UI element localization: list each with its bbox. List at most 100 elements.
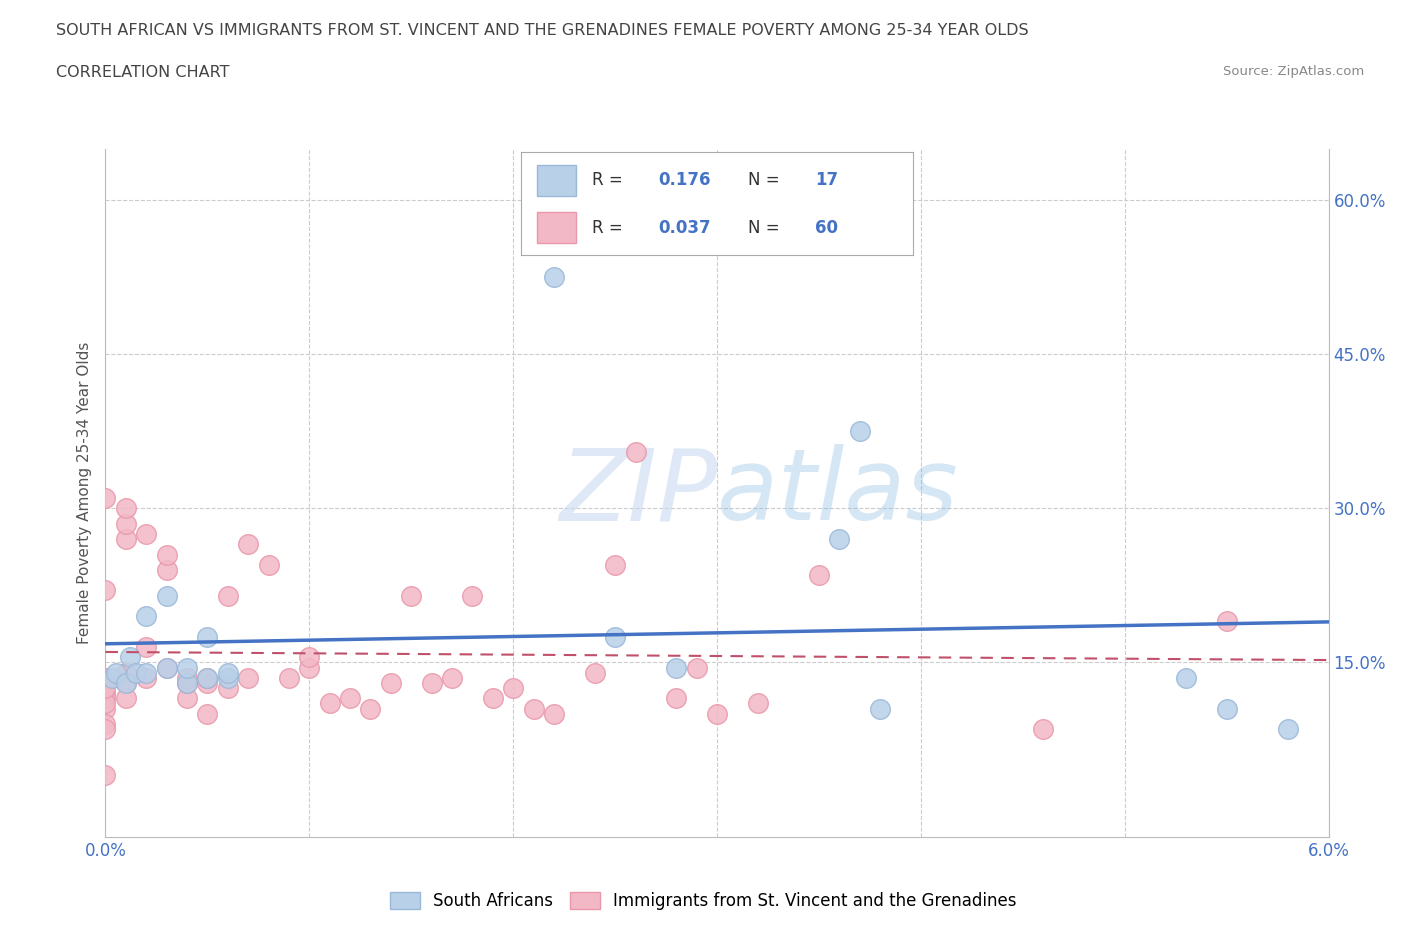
- Text: ZIP: ZIP: [558, 445, 717, 541]
- Point: [155, 660, 177, 675]
- Point: [115, 516, 138, 531]
- Point: [100, 671, 122, 685]
- Point: [807, 567, 830, 582]
- Point: [257, 557, 280, 572]
- Point: [747, 696, 769, 711]
- Point: [94, 768, 117, 783]
- Point: [176, 671, 198, 685]
- Point: [155, 547, 177, 562]
- Text: atlas: atlas: [717, 445, 959, 541]
- Point: [135, 526, 157, 541]
- Point: [94, 691, 117, 706]
- Point: [380, 675, 402, 690]
- Point: [298, 660, 321, 675]
- Point: [217, 588, 239, 603]
- Point: [94, 717, 117, 732]
- Point: [176, 675, 198, 690]
- Point: [217, 665, 239, 680]
- Point: [94, 675, 117, 690]
- Point: [848, 424, 870, 439]
- Text: R =: R =: [592, 219, 623, 236]
- Point: [543, 706, 565, 721]
- Point: [94, 681, 117, 696]
- Point: [94, 583, 117, 598]
- Point: [605, 630, 627, 644]
- Point: [115, 675, 138, 690]
- Point: [318, 696, 340, 711]
- Text: SOUTH AFRICAN VS IMMIGRANTS FROM ST. VINCENT AND THE GRENADINES FEMALE POVERTY A: SOUTH AFRICAN VS IMMIGRANTS FROM ST. VIN…: [56, 23, 1029, 38]
- Point: [135, 665, 157, 680]
- Point: [195, 706, 219, 721]
- Point: [665, 691, 688, 706]
- Point: [1174, 671, 1197, 685]
- FancyBboxPatch shape: [537, 165, 576, 195]
- Point: [94, 491, 117, 506]
- Point: [217, 671, 239, 685]
- Point: [176, 691, 198, 706]
- Point: [195, 671, 219, 685]
- Point: [176, 675, 198, 690]
- Point: [155, 563, 177, 578]
- Point: [115, 532, 138, 547]
- Point: [115, 665, 138, 680]
- Point: [523, 701, 546, 716]
- Point: [115, 501, 138, 516]
- Point: [605, 557, 627, 572]
- Point: [94, 685, 117, 700]
- Text: Source: ZipAtlas.com: Source: ZipAtlas.com: [1223, 65, 1364, 78]
- Text: 17: 17: [815, 171, 838, 189]
- Point: [115, 675, 138, 690]
- Y-axis label: Female Poverty Among 25-34 Year Olds: Female Poverty Among 25-34 Year Olds: [76, 341, 91, 644]
- Text: N =: N =: [748, 171, 780, 189]
- Point: [339, 691, 361, 706]
- Point: [583, 665, 606, 680]
- Point: [502, 681, 524, 696]
- Point: [195, 671, 219, 685]
- Text: 60: 60: [815, 219, 838, 236]
- Point: [135, 609, 157, 624]
- Point: [1277, 722, 1299, 737]
- Point: [1215, 614, 1237, 629]
- Text: 0.176: 0.176: [658, 171, 711, 189]
- Text: R =: R =: [592, 171, 623, 189]
- Point: [135, 640, 157, 655]
- Point: [420, 675, 443, 690]
- Point: [686, 660, 709, 675]
- Point: [461, 588, 484, 603]
- FancyBboxPatch shape: [537, 212, 576, 243]
- Point: [195, 630, 219, 644]
- Point: [624, 445, 647, 459]
- Point: [1215, 701, 1237, 716]
- Point: [1032, 722, 1054, 737]
- Point: [118, 650, 141, 665]
- Point: [236, 537, 259, 551]
- Point: [94, 671, 117, 685]
- Point: [236, 671, 259, 685]
- Point: [176, 660, 198, 675]
- Point: [543, 270, 565, 285]
- Point: [155, 660, 177, 675]
- Point: [481, 691, 503, 706]
- Point: [298, 650, 321, 665]
- Point: [359, 701, 381, 716]
- Point: [135, 671, 157, 685]
- Point: [155, 588, 177, 603]
- Point: [665, 660, 688, 675]
- Point: [706, 706, 728, 721]
- Point: [125, 665, 148, 680]
- Point: [399, 588, 422, 603]
- Point: [277, 671, 299, 685]
- Text: N =: N =: [748, 219, 780, 236]
- Point: [828, 532, 851, 547]
- Point: [195, 675, 219, 690]
- Point: [217, 681, 239, 696]
- Text: CORRELATION CHART: CORRELATION CHART: [56, 65, 229, 80]
- Point: [440, 671, 463, 685]
- Legend: South Africans, Immigrants from St. Vincent and the Grenadines: South Africans, Immigrants from St. Vinc…: [382, 885, 1024, 917]
- Point: [94, 722, 117, 737]
- Point: [104, 665, 127, 680]
- Point: [94, 701, 117, 716]
- Point: [94, 696, 117, 711]
- Text: 0.037: 0.037: [658, 219, 711, 236]
- Point: [115, 691, 138, 706]
